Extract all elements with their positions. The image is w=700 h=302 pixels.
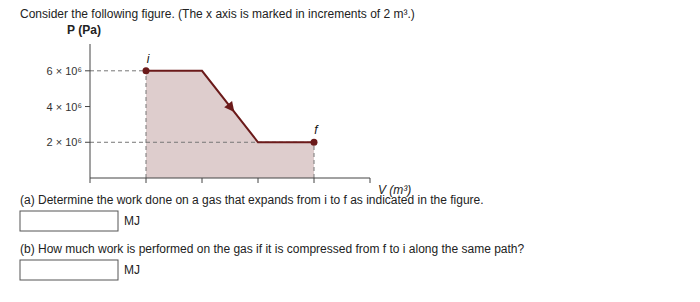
path-line — [146, 71, 314, 142]
answer-box[interactable] — [20, 211, 118, 231]
y-axis — [90, 44, 91, 178]
x-tick — [90, 178, 91, 183]
y-axis-label: P (Pa) — [67, 23, 101, 37]
plot-area — [90, 71, 314, 178]
y-tick-label: 4 × 10⁶ — [47, 101, 82, 113]
y-tick — [85, 142, 90, 143]
area-fill — [146, 71, 314, 178]
guide-line — [146, 71, 147, 178]
title: Consider the following figure. (The x ax… — [20, 7, 415, 21]
x-tick — [202, 178, 203, 183]
x-tick — [146, 178, 147, 183]
point-label: i — [147, 52, 150, 66]
question-text: (a) Determine the work done on a gas tha… — [20, 193, 484, 207]
y-tick-label: 6 × 10⁶ — [47, 65, 82, 77]
x-tick — [370, 178, 371, 183]
y-tick — [85, 70, 90, 71]
guide-line — [90, 70, 146, 71]
y-tick-label: 2 × 10⁶ — [47, 136, 82, 148]
state-point — [311, 139, 318, 146]
point-label: f — [314, 123, 319, 137]
x-axis — [90, 178, 370, 179]
y-tick — [85, 106, 90, 107]
direction-arrow — [224, 101, 234, 112]
answer-box[interactable] — [20, 260, 118, 280]
question-text: (b) How much work is performed on the ga… — [20, 242, 525, 256]
x-tick — [314, 178, 315, 183]
unit-label: MJ — [124, 263, 140, 277]
unit-label: MJ — [124, 214, 140, 228]
state-point — [143, 67, 150, 74]
guide-line — [314, 142, 315, 178]
chart: Consider the following figure. (The x ax… — [0, 0, 700, 302]
x-tick — [258, 178, 259, 183]
